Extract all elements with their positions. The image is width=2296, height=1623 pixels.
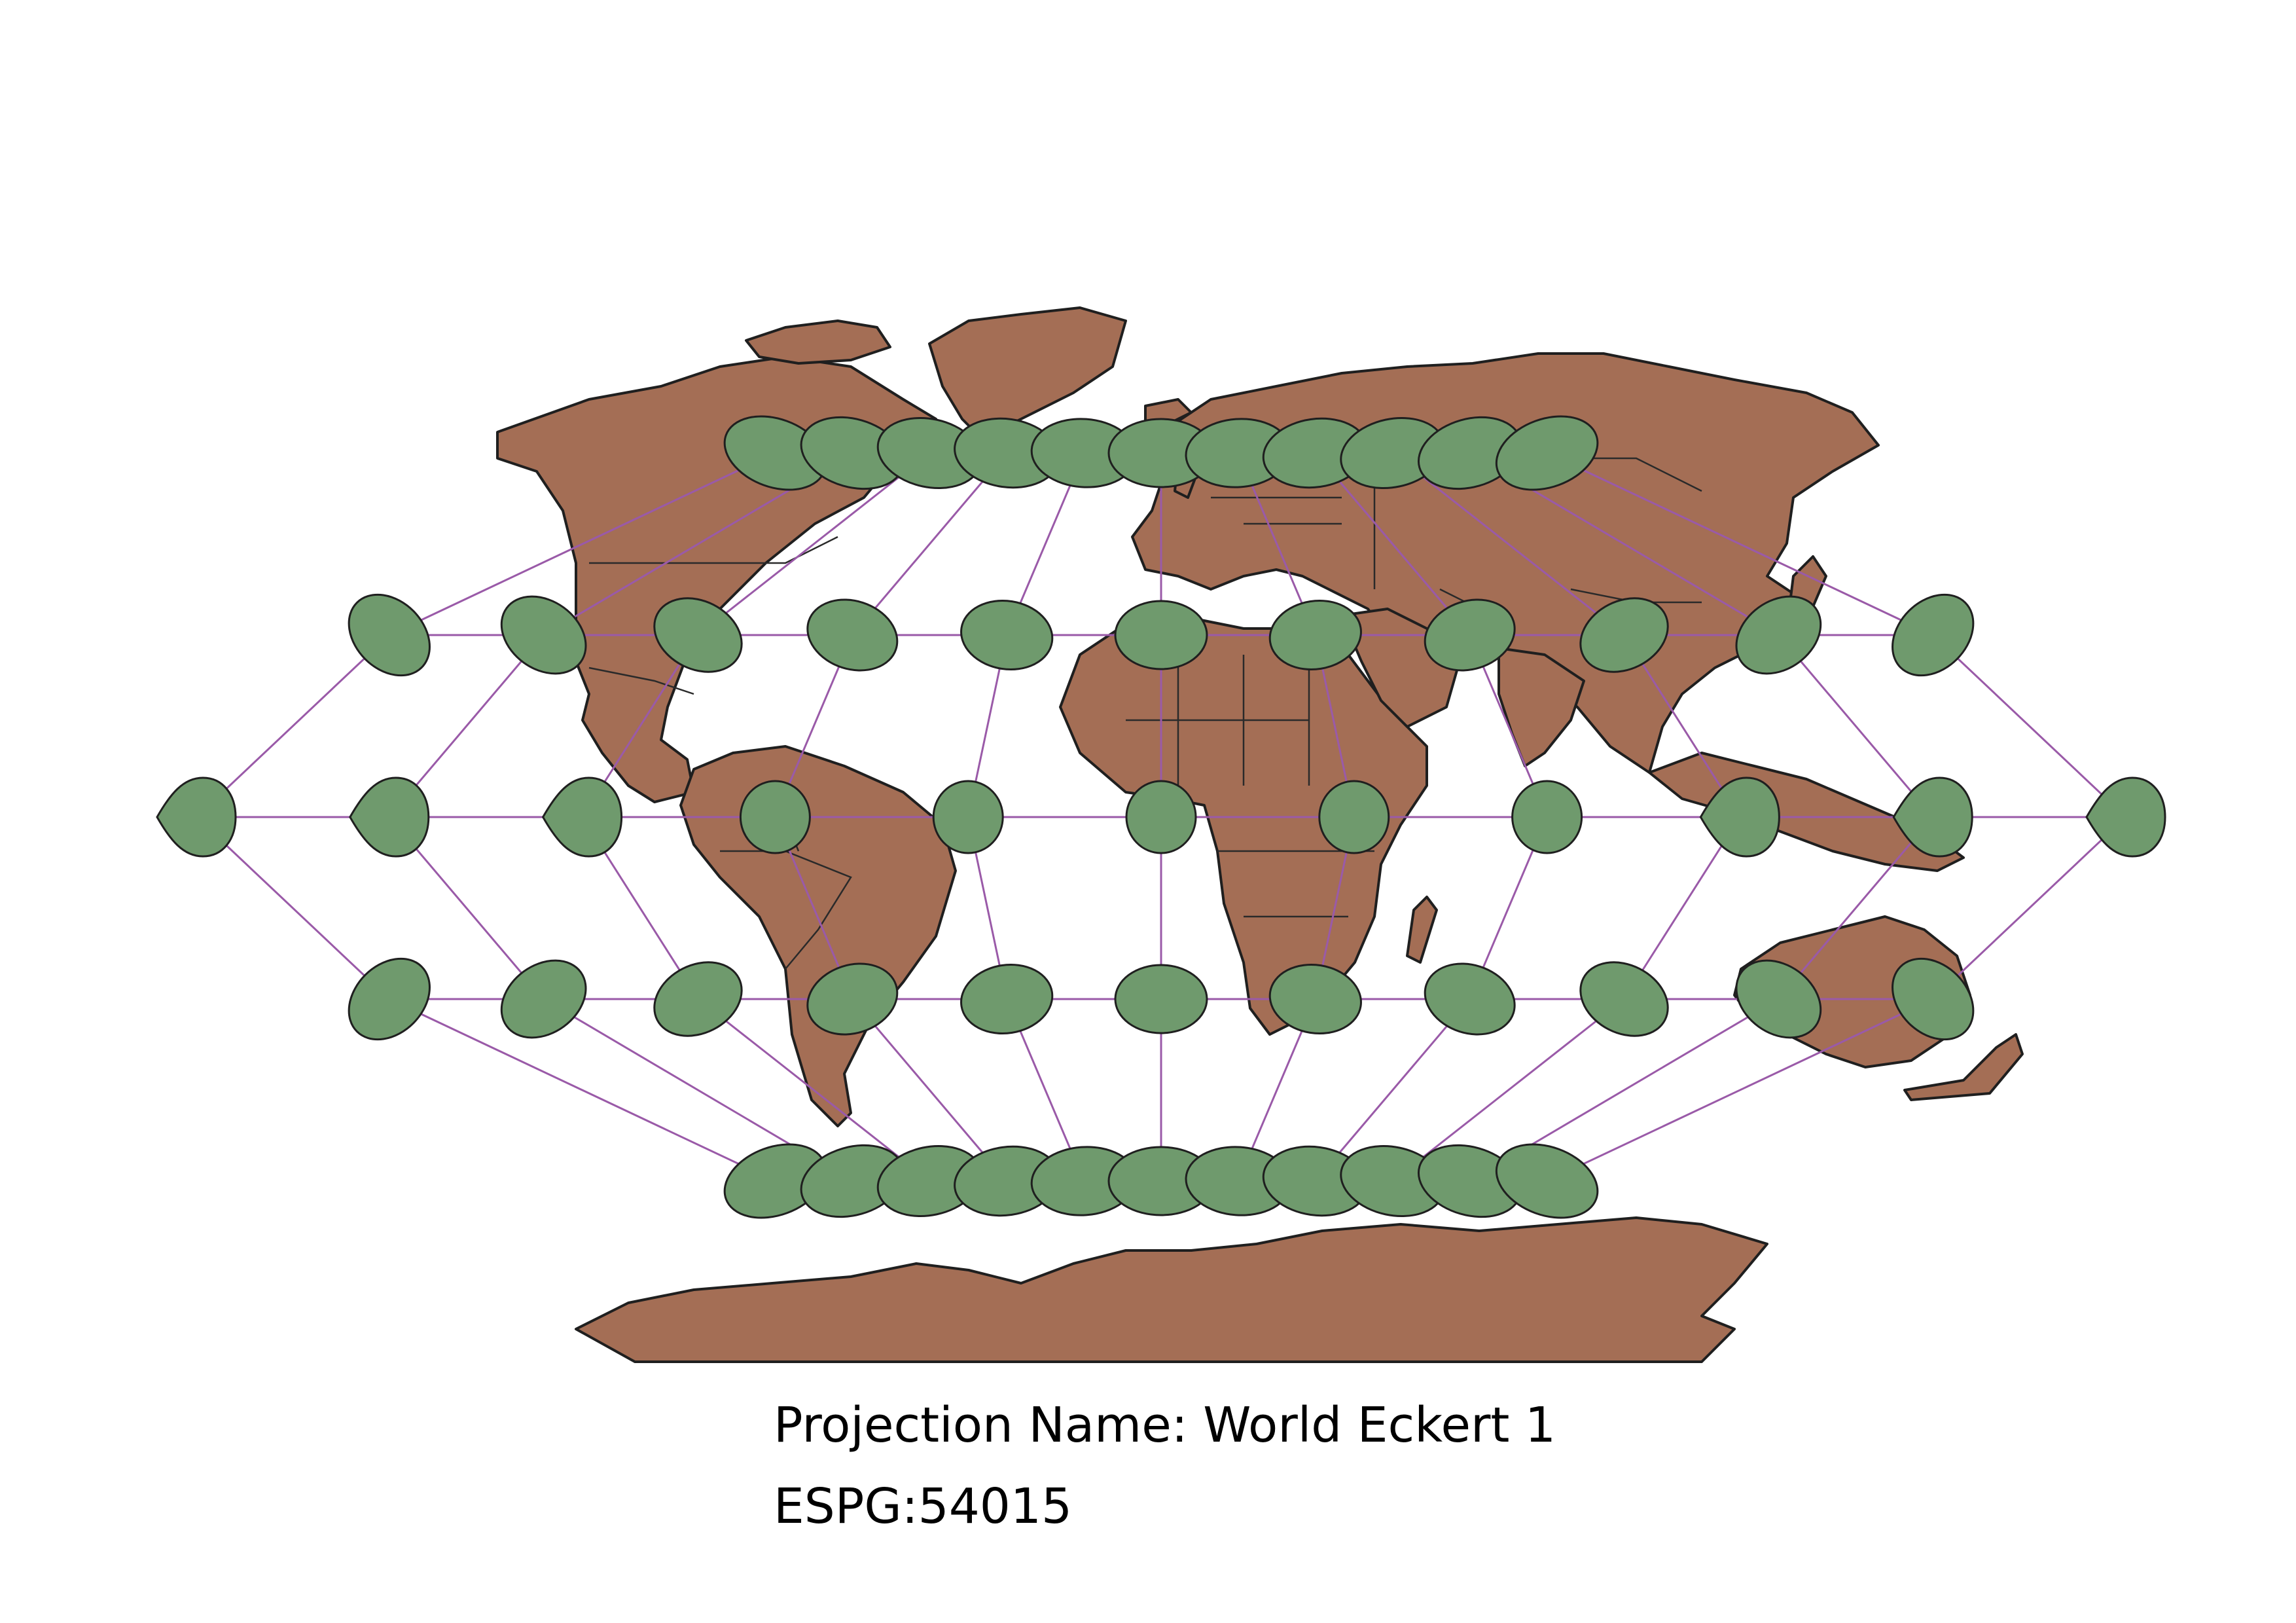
landmass-madagascar <box>1407 897 1437 962</box>
tissot-indicatrix-r4-c3 <box>642 948 755 1050</box>
landmass-antarctica <box>576 1218 1767 1362</box>
tissot-indicatrix-r3-c4 <box>740 781 810 853</box>
tissot-indicatrix-r3-c3 <box>543 778 622 856</box>
tissot-indicatrix-r3-c6 <box>1126 781 1196 853</box>
epsg-label: ESPG:54015 <box>774 1466 1556 1547</box>
tissot-indicatrix-r3-c11 <box>2087 778 2165 856</box>
tissot-indicatrix-r2-c6 <box>1115 601 1207 669</box>
tissot-indicatrix-r2-c11 <box>1876 579 1990 692</box>
tissot-indicatrix-r3-c8 <box>1513 781 1582 853</box>
tissot-indicatrix-r4-c2 <box>486 945 600 1053</box>
tissot-indicatrix-r3-c5 <box>933 781 1003 853</box>
tissot-indicatrix-r4-c9 <box>1568 948 1681 1050</box>
projection-name-label: Projection Name: World Eckert 1 <box>774 1385 1556 1466</box>
tissot-indicatrix-r3-c7 <box>1319 781 1389 853</box>
tissot-indicatrix-r2-c1 <box>333 579 446 692</box>
tissot-indicatrix-r4-c8 <box>1416 953 1524 1046</box>
tissot-indicatrix-r2-c4 <box>798 589 906 682</box>
landmass-south-america <box>681 746 956 1126</box>
tissot-indicatrix-r4-c6 <box>1115 965 1207 1033</box>
landmass-arctic-islands <box>746 321 890 363</box>
map-caption: Projection Name: World Eckert 1 ESPG:540… <box>774 1385 1556 1547</box>
tissot-indicatrix-r5-c11 <box>1486 1131 1608 1231</box>
tissot-indicatrix-r2-c5 <box>956 594 1058 676</box>
tissot-indicatrix-r4-c1 <box>333 943 446 1056</box>
tissot-indicatrix-r4-c5 <box>956 958 1058 1040</box>
landmass-greenland <box>929 308 1126 439</box>
tissot-indicatrix-r3-c2 <box>350 778 429 856</box>
tissot-indicatrix-r3-c1 <box>157 778 236 856</box>
